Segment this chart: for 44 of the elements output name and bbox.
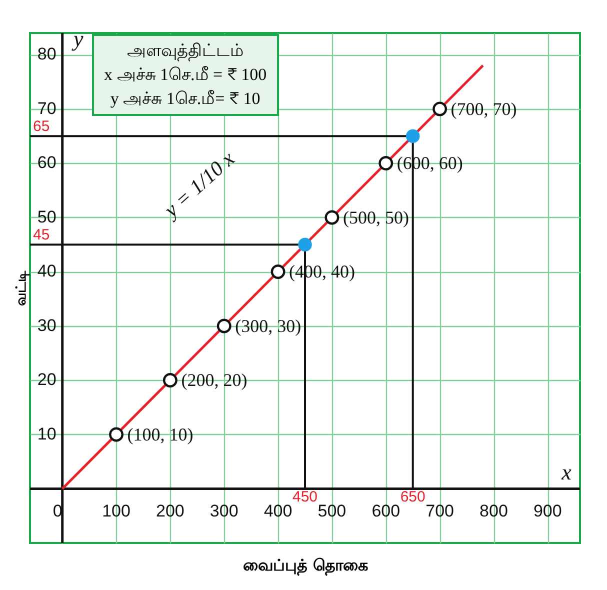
data-label: (200, 20) <box>181 370 248 390</box>
y-tick-label: 30 <box>37 316 56 335</box>
annotation: y அச்சு 1செ.மீ= ₹ 10 <box>109 88 262 110</box>
data-label: (300, 30) <box>235 316 302 336</box>
point <box>378 156 394 170</box>
y-tick-label: 20 <box>37 370 56 390</box>
y-tick-label: 40 <box>37 262 56 281</box>
scale-box: அளவுத்திட்டம் x அச்சு 1செ.மீ = ₹ 100 y அச்சு 1செ.மீ= ₹ 10 <box>92 34 279 116</box>
x-tick-label: 900 <box>533 502 562 521</box>
x-tick-label: 700 <box>426 502 454 521</box>
data-label: (100, 10) <box>127 424 194 444</box>
data-label: (700, 70) <box>450 98 517 119</box>
x-tick-label: 800 <box>480 502 508 521</box>
y-tick-label: 70 <box>37 98 56 118</box>
x-tick-label: 300 <box>210 502 238 521</box>
x-tick-label: 200 <box>156 502 184 521</box>
annotation: x <box>560 460 572 485</box>
point <box>109 427 124 442</box>
x-tick-label: 100 <box>102 502 130 521</box>
point <box>298 238 312 252</box>
x-axis-title: வைப்புத் தொகை <box>243 556 368 576</box>
ref-line-label: 45 <box>33 226 50 244</box>
annotation: x அச்சு 1செ.மீ = ₹ 100 <box>104 64 267 86</box>
point <box>324 210 340 225</box>
y-axis-title: வட்டி <box>14 270 30 306</box>
x-tick-label: 600 <box>372 502 400 521</box>
ref-line-label: 650 <box>400 488 426 506</box>
x-tick-label: 400 <box>264 502 292 521</box>
point <box>406 129 420 143</box>
annotation: y = 1/10 x <box>158 146 240 224</box>
point <box>216 318 232 334</box>
y-tick-label: 50 <box>37 207 56 226</box>
ref-line-label: 450 <box>292 488 318 506</box>
annotation: y <box>71 26 84 51</box>
point <box>270 264 286 279</box>
x-tick-label: 500 <box>318 502 346 521</box>
y-tick-label: 60 <box>37 153 56 172</box>
point <box>162 373 178 388</box>
y-tick-label: 10 <box>37 424 56 444</box>
data-label: (500, 50) <box>342 207 409 228</box>
point <box>432 102 448 116</box>
y-tick-label: 80 <box>37 44 56 64</box>
ref-line-label: 65 <box>33 118 50 136</box>
annotation: அளவுத்திட்டம் <box>126 40 245 63</box>
